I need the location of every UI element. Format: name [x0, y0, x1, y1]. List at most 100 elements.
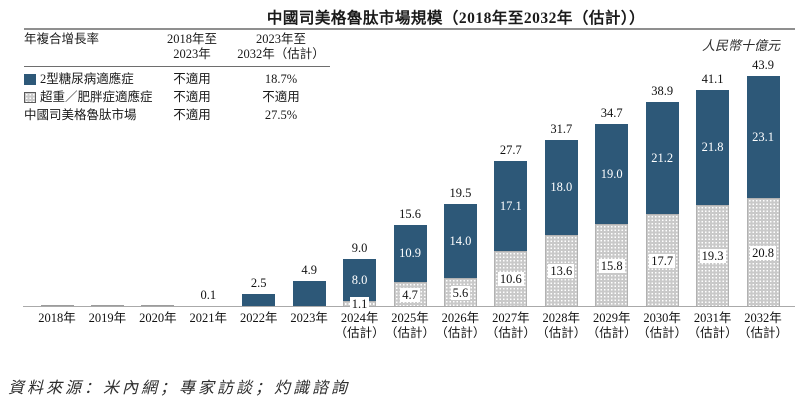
bar-2026年: 14.0 5.6 19.5: [443, 186, 477, 307]
segment-diabetes: 21.8: [696, 90, 730, 205]
segment-diabetes: 17.1: [494, 161, 528, 251]
segment-value-label: 10.6: [497, 272, 524, 286]
bar-total-label: 9.0: [351, 241, 368, 255]
segment-diabetes: 19.0: [595, 124, 629, 224]
segment-diabetes: 14.0: [443, 204, 477, 278]
segment-value-label: 17.7: [649, 253, 676, 268]
legend-swatch-diabetes-icon: [24, 73, 36, 85]
segment-diabetes: 8.0: [343, 259, 377, 301]
cagr-header-label: 年複合增長率: [24, 32, 100, 46]
segment-value-label: 21.8: [701, 140, 724, 154]
x-tick-2029年: 2029年 （估計）: [586, 311, 637, 340]
legend-label-diabetes: 2型糖尿病適應症: [40, 72, 134, 86]
bar-total-label: 27.7: [499, 143, 522, 157]
segment-value-label: 18.0: [550, 180, 573, 194]
bar-2030年: 21.2 17.7 38.9: [645, 84, 679, 307]
legend-label-total-market: 中國司美格魯肽市場: [24, 108, 137, 122]
x-tick-2023年: 2023年: [290, 311, 328, 325]
segment-diabetes: 21.2: [645, 102, 679, 214]
bar-total-label: 2.5: [250, 276, 267, 290]
bar-2032年: 23.1 20.8 43.9: [746, 58, 780, 307]
x-tick-2026年: 2026年 （估計）: [435, 311, 486, 340]
cagr-header-period2-line2: 2032年（估計）: [237, 47, 325, 61]
cagr-value-total-p2: 27.5%: [264, 108, 298, 122]
segment-value-label: 15.8: [598, 258, 625, 273]
x-tick-2020年: 2020年: [139, 311, 177, 325]
cagr-value-total-p1: 不適用: [173, 108, 211, 122]
segment-diabetes: 10.9: [393, 225, 427, 282]
unit-label: 人民幣十億元: [701, 38, 780, 53]
segment-value-label: 10.9: [399, 246, 421, 260]
segment-obesity: 17.7: [645, 214, 679, 307]
bar-2027年: 17.1 10.6 27.7: [494, 143, 528, 307]
segment-value-label: 23.1: [752, 129, 774, 144]
segment-value-label: 4.7: [400, 287, 420, 302]
x-tick-2025年: 2025年 （估計）: [384, 311, 435, 340]
segment-diabetes: [242, 294, 276, 307]
cagr-value-diabetes-p1: 不適用: [173, 72, 211, 86]
cagr-row-obesity: 超重／肥胖症適應症 不適用 不適用: [24, 88, 330, 106]
bar-total-label: 19.5: [449, 186, 472, 200]
segment-value-label: 21.2: [651, 150, 674, 165]
segment-obesity: 4.7: [393, 282, 427, 307]
bar-2028年: 18.0 13.6 31.7: [544, 122, 578, 307]
segment-diabetes: [292, 281, 326, 307]
bar-2022年: 2.5: [242, 276, 276, 307]
cagr-header-period1-line2: 2023年: [173, 47, 211, 61]
cagr-table-header: 年複合增長率 2018年至 2023年 2023年至 2032年（估計）: [24, 32, 330, 62]
segment-diabetes: 18.0: [544, 140, 578, 235]
x-axis-line: [23, 306, 795, 307]
segment-obesity: 10.6: [494, 251, 528, 307]
x-tick-2018年: 2018年: [38, 311, 76, 325]
segment-value-label: 5.6: [450, 285, 471, 300]
chart-title: 中國司美格魯肽市場規模（2018年至2032年（估計））: [266, 10, 646, 27]
segment-diabetes: 23.1: [746, 76, 780, 198]
bar-2029年: 19.0 15.8 34.7: [595, 106, 629, 307]
cagr-value-diabetes-p2: 18.7%: [264, 72, 298, 86]
cagr-table: 年複合增長率 2018年至 2023年 2023年至 2032年（估計） 2型糖…: [24, 32, 330, 124]
legend-label-obesity: 超重／肥胖症適應症: [40, 90, 153, 104]
bar-2023年: 4.9: [292, 263, 326, 307]
cagr-header-period-2018-2023: 2018年至 2023年: [152, 32, 232, 62]
bar-total-label: 43.9: [752, 58, 774, 72]
cagr-row-total-market: 中國司美格魯肽市場 不適用 27.5%: [24, 106, 330, 124]
x-tick-2019年: 2019年: [88, 311, 127, 325]
bar-plot-area: 0.1 2.5 4.9 8.0 1.1 9.0 10.9 4.7 15.6 14.0 5.6 19.5…: [40, 58, 780, 311]
cagr-header-period1-line1: 2018年至: [166, 32, 217, 46]
source-note: 資料來源：米內網；專家訪談；灼識諮詢: [8, 380, 351, 397]
bar-total-label: 31.7: [550, 122, 573, 136]
segment-obesity: 20.8: [746, 198, 780, 307]
title-divider-line: [24, 28, 795, 30]
bar-total-label: 4.9: [301, 263, 317, 277]
segment-value-label: 20.8: [750, 245, 776, 260]
segment-value-label: 19.3: [699, 249, 726, 263]
cagr-header-period-2023-2032: 2023年至 2032年（估計）: [232, 32, 330, 62]
x-tick-2032年: 2032年 （估計）: [738, 311, 789, 340]
cagr-header-underline: [24, 66, 330, 67]
segment-value-label: 13.6: [548, 264, 575, 278]
segment-obesity: 19.3: [696, 205, 730, 307]
segment-obesity: 13.6: [544, 235, 578, 307]
x-tick-2030年: 2030年 （估計）: [637, 311, 688, 340]
segment-obesity: 15.8: [595, 224, 629, 307]
bar-total-label: 15.6: [399, 207, 421, 221]
legend-swatch-obesity-icon: [24, 91, 36, 103]
x-tick-2024年: 2024年 （估計）: [334, 311, 385, 340]
bar-2031年: 21.8 19.3 41.1: [696, 72, 730, 307]
bar-total-label: 38.9: [651, 84, 674, 98]
cagr-header-period2-line1: 2023年至: [255, 32, 306, 46]
segment-obesity: 1.1: [343, 297, 377, 311]
bar-2024年: 8.0 1.1 9.0: [343, 241, 377, 311]
x-tick-2028年: 2028年 （估計）: [536, 311, 587, 340]
segment-value-label: 1.1: [349, 297, 370, 311]
cagr-row-diabetes: 2型糖尿病適應症 不適用 18.7%: [24, 70, 330, 88]
bar-total-label: 0.1: [200, 288, 217, 302]
bar-total-label: 34.7: [600, 106, 623, 120]
segment-value-label: 19.0: [600, 166, 623, 181]
x-tick-2031年: 2031年 （估計）: [687, 311, 738, 340]
x-tick-2027年: 2027年 （估計）: [485, 311, 536, 340]
segment-value-label: 8.0: [351, 272, 368, 287]
cagr-value-obesity-p1: 不適用: [173, 90, 211, 104]
x-tick-2021年: 2021年: [189, 311, 228, 325]
cagr-value-obesity-p2: 不適用: [262, 90, 300, 104]
